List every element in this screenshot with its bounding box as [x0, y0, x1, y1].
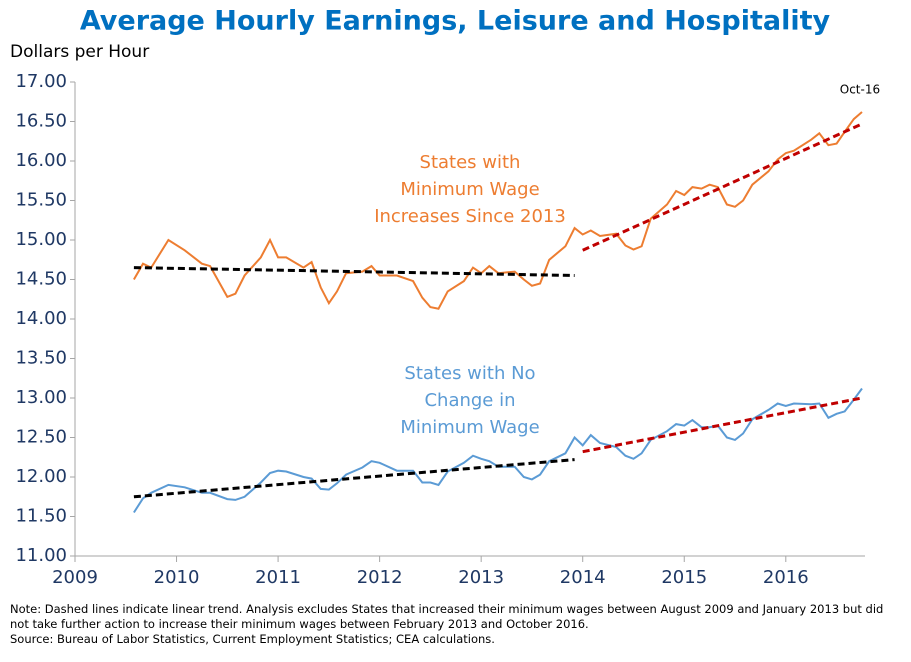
trend-line	[582, 396, 863, 454]
series-label: States with No	[404, 363, 535, 384]
x-tick-label: 2013	[458, 567, 504, 588]
y-tick-label: 13.00	[15, 387, 67, 408]
y-tick-label: 16.50	[15, 111, 67, 132]
y-tick-label: 15.50	[15, 190, 67, 211]
source: Source: Bureau of Labor Statistics, Curr…	[10, 632, 495, 646]
x-tick-label: 2016	[763, 567, 809, 588]
y-tick-label: 16.00	[15, 150, 67, 171]
y-axis-label: Dollars per Hour	[10, 42, 149, 62]
y-tick-label: 12.00	[15, 466, 67, 487]
trend-line	[133, 266, 575, 277]
note: Note: Dashed lines indicate linear trend…	[10, 602, 884, 631]
y-tick-label: 14.00	[15, 308, 67, 329]
series-label: Minimum Wage	[400, 179, 539, 200]
series-line	[133, 387, 863, 514]
trend-line	[582, 122, 863, 252]
y-tick-label: 17.00	[15, 71, 67, 92]
x-tick-label: 2014	[560, 567, 606, 588]
x-tick-label: 2012	[357, 567, 403, 588]
y-tick-label: 12.50	[15, 427, 67, 448]
y-tick-label: 14.50	[15, 269, 67, 290]
notes: Note: Dashed lines indicate linear trend…	[10, 602, 895, 647]
chart-title: Average Hourly Earnings, Leisure and Hos…	[80, 6, 831, 37]
y-tick-label: 15.00	[15, 229, 67, 250]
x-tick-label: 2009	[52, 567, 98, 588]
series-line	[133, 111, 863, 310]
series-label: Change in	[424, 390, 515, 411]
chart: Average Hourly Earnings, Leisure and Hos…	[10, 6, 880, 589]
series-label: States with	[420, 152, 521, 173]
x-tick-label: 2011	[255, 567, 301, 588]
y-tick-label: 11.00	[15, 545, 67, 566]
x-tick-label: 2010	[154, 567, 200, 588]
annotation: Oct-16	[840, 83, 880, 97]
y-tick-label: 13.50	[15, 348, 67, 369]
series-label: Minimum Wage	[400, 417, 539, 438]
x-tick-label: 2015	[661, 567, 707, 588]
series-label: Increases Since 2013	[374, 206, 566, 227]
trend-line	[133, 458, 575, 499]
y-tick-label: 11.50	[15, 506, 67, 527]
